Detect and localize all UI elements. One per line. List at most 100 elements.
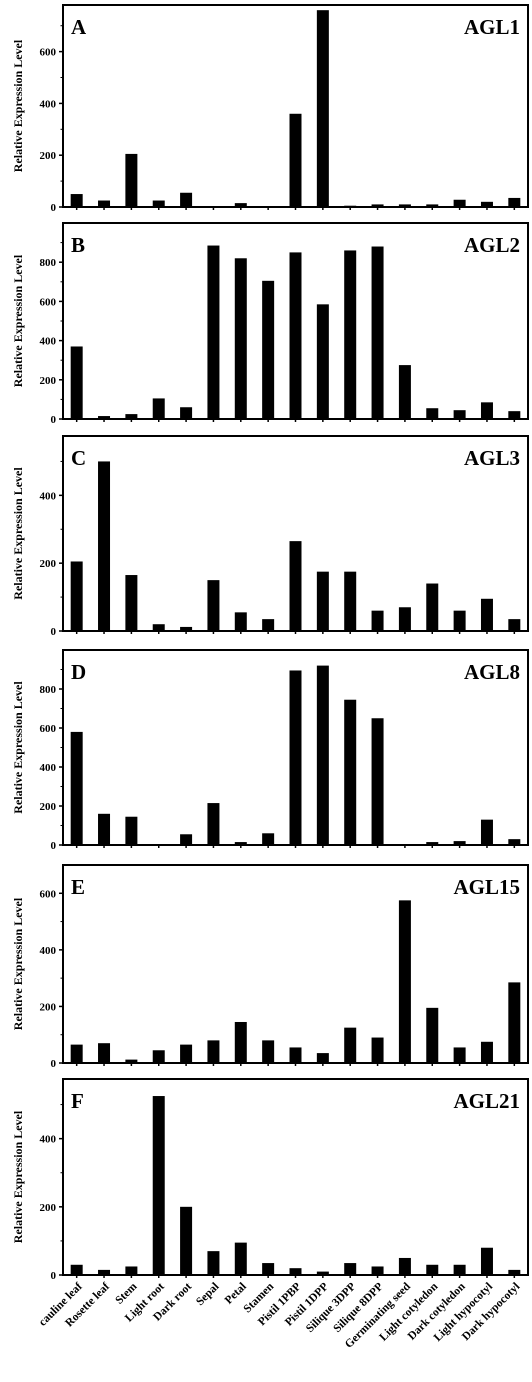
bar [70,194,83,207]
y-axis-label: Relative Expression Level [11,39,25,172]
panel-b: 0 200 400 600 800 B AGL2 Relative Expression Le… [11,222,529,426]
bar [344,205,357,207]
bar [316,304,329,419]
bar [316,10,329,207]
bar [125,575,138,631]
bar [207,245,220,419]
bar [152,1050,165,1063]
y-tick-label: 0 [51,626,57,638]
bar [508,1269,521,1275]
y-tick-label: 200 [40,150,57,162]
bar [98,200,111,207]
panel-e: 0 200 400 600 E AGL15 Relative Expression Leve… [11,864,529,1070]
y-tick-label: 200 [40,801,57,813]
panel-letter: E [71,875,85,899]
bar [426,204,439,207]
bar [371,1037,384,1063]
y-tick-label: 200 [40,1001,57,1013]
panel-title: AGL2 [464,233,520,257]
bar [508,619,521,631]
bar [426,583,439,631]
bar [426,842,439,845]
bar [453,1047,466,1063]
bar [508,411,521,419]
bar [152,398,165,419]
bar [180,407,193,419]
bar [453,610,466,631]
bar [125,153,138,207]
bar [207,1251,220,1275]
bar [98,461,111,631]
y-tick-label: 600 [40,723,57,735]
bar [289,1268,302,1275]
bar [316,1053,329,1063]
bar [480,819,493,845]
bar [207,1040,220,1063]
panel-title: AGL3 [464,446,520,470]
panel-title: AGL21 [453,1089,520,1113]
panel-letter: D [71,660,86,684]
bar [152,1096,165,1275]
bar [289,1047,302,1063]
bar [70,1264,83,1275]
bar [316,665,329,845]
bar [180,192,193,207]
y-axis-label: Relative Expression Level [11,467,25,600]
bar [234,1242,247,1275]
bar [70,731,83,845]
bar [398,1257,411,1275]
bar [426,408,439,419]
bar [234,612,247,631]
bar [125,1266,138,1275]
bar [98,416,111,419]
bar [70,561,83,631]
bar [508,982,521,1063]
panel-f: 0 200 400 F AGL21 Relative Expression Level [11,1078,529,1282]
bar [371,204,384,207]
bar [262,1040,275,1063]
bar [234,1021,247,1063]
bar [289,252,302,419]
bar [371,718,384,845]
bar [398,365,411,419]
y-tick-label: 600 [40,888,57,900]
y-tick-label: 200 [40,1202,57,1214]
panel-a: 0 200 400 600 A AGL1 Relative Expression Level [11,4,529,214]
bar [262,619,275,631]
y-tick-label: 0 [51,202,57,214]
bar [398,900,411,1063]
bar [480,201,493,207]
bar [152,624,165,631]
bar [316,1271,329,1275]
bar [125,414,138,419]
bar [344,571,357,631]
bar [344,1027,357,1063]
bar [262,1263,275,1275]
bar [344,1263,357,1275]
bar [344,699,357,845]
y-tick-label: 600 [40,47,57,59]
y-tick-label: 0 [51,414,57,426]
bar [262,280,275,419]
bar [316,571,329,631]
bar [152,200,165,207]
bar [453,199,466,207]
bar [180,626,193,631]
y-axis-label: Relative Expression Level [11,254,25,387]
panel-letter: B [71,233,85,257]
bar [125,816,138,845]
bar [180,834,193,845]
y-tick-label: 400 [40,762,57,774]
bar [398,607,411,631]
y-tick-label: 200 [40,558,57,570]
y-tick-label: 800 [40,684,57,696]
panel-letter: C [71,446,86,470]
bar [152,844,165,845]
y-axis-label: Relative Expression Level [11,897,25,1030]
bar [344,250,357,419]
bar [180,1044,193,1063]
y-tick-label: 600 [40,296,57,308]
bar [508,839,521,845]
bar [398,204,411,207]
y-tick-label: 400 [40,1134,57,1146]
